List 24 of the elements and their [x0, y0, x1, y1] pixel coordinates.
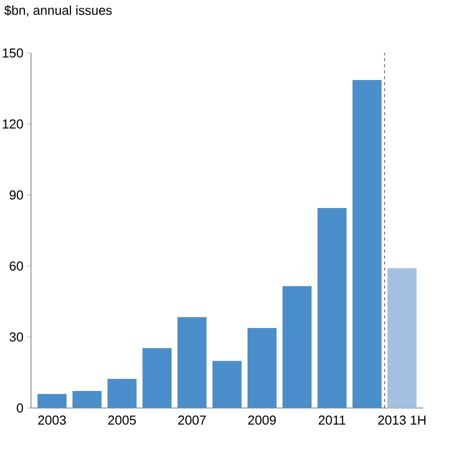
- bar: [388, 268, 417, 408]
- y-tick-label: 90: [10, 190, 23, 200]
- x-tick-label: 2011: [318, 416, 346, 425]
- bar: [212, 360, 242, 408]
- bar: [282, 286, 312, 408]
- x-tick-label: 2005: [108, 416, 136, 425]
- y-tick-label: 0: [16, 403, 23, 413]
- bar: [352, 80, 382, 408]
- x-tick-label: 2007: [178, 416, 206, 425]
- bar: [38, 394, 66, 408]
- x-tick-label: 2003: [38, 416, 66, 425]
- bar: [178, 317, 207, 408]
- bar: [108, 378, 136, 408]
- y-tick-label: 120: [2, 119, 23, 129]
- bar: [72, 390, 102, 408]
- y-tick-label: 60: [10, 261, 23, 271]
- bar: [318, 208, 347, 408]
- x-tick-label: 2009: [248, 416, 276, 425]
- bar: [142, 348, 172, 408]
- y-tick-label: 150: [2, 48, 23, 58]
- bar: [248, 328, 277, 408]
- x-tick-label: 2013 1H: [378, 416, 426, 425]
- y-tick-label: 30: [10, 332, 23, 342]
- y-axis-title: $bn, annual issues: [4, 5, 112, 16]
